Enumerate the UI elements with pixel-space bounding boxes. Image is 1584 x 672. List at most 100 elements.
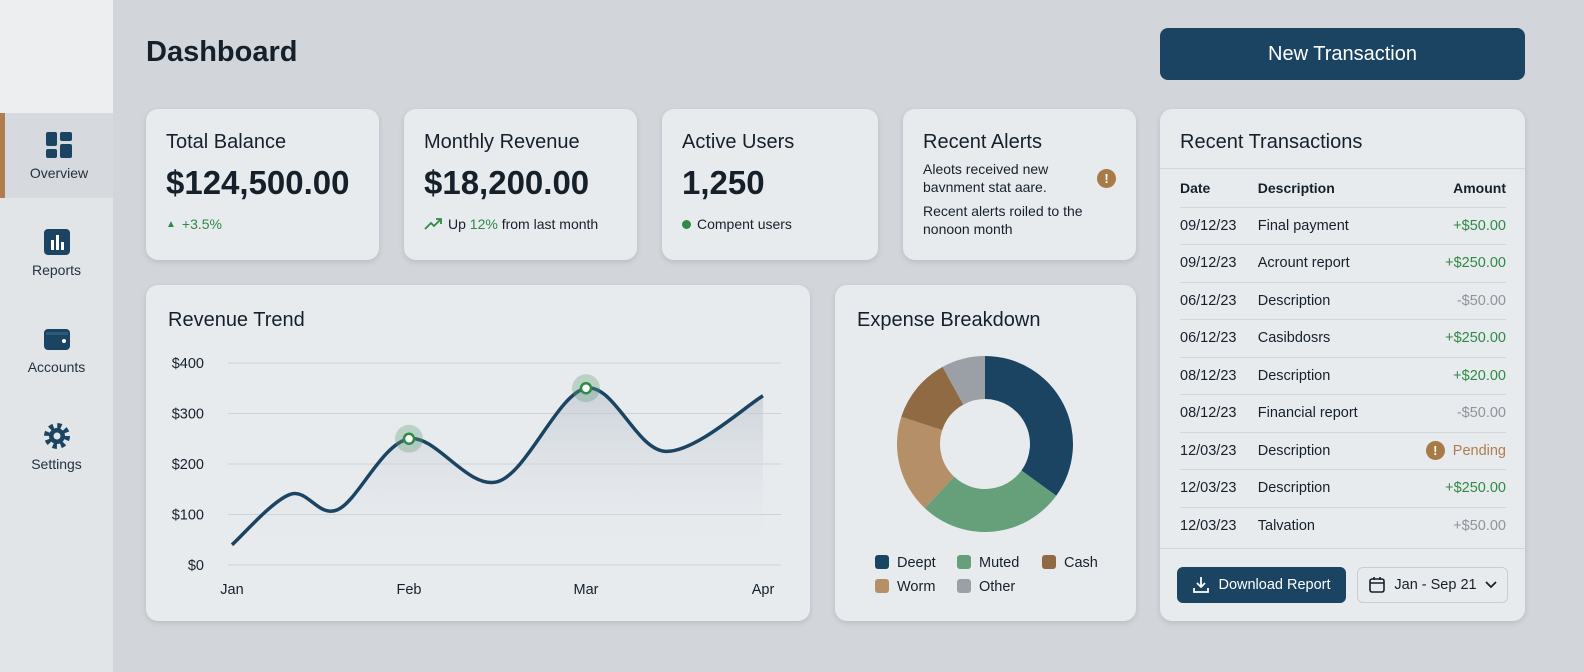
donut-slice-worm	[897, 416, 955, 509]
amount-cell: +$250.00	[1395, 319, 1506, 357]
status-dot-icon	[682, 219, 691, 229]
table-row[interactable]: 09/12/23 Final payment +$50.00	[1180, 206, 1506, 245]
card-title: Monthly Revenue	[424, 131, 580, 153]
sidebar-item-label: Reports	[31, 261, 82, 278]
revenue-value: $18,200.00	[424, 164, 590, 201]
table-row[interactable]: 12/03/23 Description +$250.00	[1180, 469, 1506, 507]
revenue-trend-card: Revenue Trend $0 $100 $200 $300 $400 Jan Feb Ma…	[146, 285, 810, 621]
amount-cell: ! Pending	[1395, 431, 1506, 470]
card-title: Total Balance	[166, 131, 287, 153]
amount: Pending	[1452, 443, 1506, 460]
alert-icon: !	[1097, 168, 1116, 188]
amount-cell: +$250.00	[1395, 469, 1506, 507]
bar-chart-icon	[43, 228, 70, 255]
y-tick-label: $200	[172, 457, 204, 473]
revenue-sub-post: from last month	[497, 216, 599, 232]
x-tick-label: Jan	[220, 582, 243, 598]
sidebar-item-label: Settings	[31, 455, 82, 472]
balance-value: $124,500.00	[166, 164, 350, 201]
legend-swatch	[1042, 555, 1056, 569]
description-cell: Final payment	[1257, 206, 1396, 245]
amount: -$50.00	[1456, 292, 1506, 309]
chart-title: Expense Breakdown	[857, 309, 1041, 331]
alert-line-2: Recent alerts roiled to the nonoon month	[923, 203, 1083, 237]
description-cell: Casibdosrs	[1257, 319, 1396, 357]
expense-donut-chart	[897, 356, 1073, 532]
sidebar-item-overview[interactable]: Overview	[0, 113, 113, 198]
transactions-table: Date Description Amount 09/12/23 Final paym…	[1180, 169, 1506, 545]
download-label: Download Report	[1218, 577, 1331, 593]
donut-slice-deept	[985, 356, 1073, 496]
date-cell: 12/03/23	[1180, 431, 1258, 470]
sidebar-item-label: Overview	[29, 164, 89, 181]
legend-item: Other	[957, 579, 1042, 595]
x-tick-label: Feb	[397, 582, 422, 598]
date-cell: 12/03/23	[1180, 506, 1258, 545]
sidebar-item-settings[interactable]: Settings	[0, 404, 113, 489]
date-range-select[interactable]: Jan - Sep 21	[1357, 567, 1508, 603]
amount: +$250.00	[1445, 480, 1506, 497]
amount-cell: -$50.00	[1395, 281, 1506, 320]
download-report-button[interactable]: Download Report	[1177, 567, 1346, 603]
table-row[interactable]: 12/03/23 Description! Pending	[1180, 431, 1506, 470]
legend-item: Deept	[875, 555, 957, 571]
table-row[interactable]: 06/12/23 Casibdosrs +$250.00	[1180, 319, 1506, 357]
revenue-line	[230, 386, 764, 547]
data-point	[402, 432, 416, 445]
table-row[interactable]: 08/12/23 Financial report -$50.00	[1180, 394, 1506, 432]
legend-swatch	[875, 579, 889, 593]
amount: -$50.00	[1456, 405, 1506, 422]
table-row[interactable]: 08/12/23 Description +$20.00	[1180, 356, 1506, 395]
donut-slice-muted	[924, 470, 1057, 532]
amount: +$250.00	[1445, 255, 1506, 272]
revenue-sub-pct: 12%	[469, 216, 498, 232]
legend-swatch	[957, 579, 971, 593]
up-triangle-icon: ▲	[166, 218, 176, 230]
description-cell: Description	[1257, 431, 1396, 470]
recent-alerts-card[interactable]: Recent Alerts Aleots received new bavnme…	[903, 109, 1136, 260]
table-row[interactable]: 12/03/23 Talvation +$50.00	[1180, 506, 1506, 545]
data-point	[579, 382, 593, 395]
column-header: Date	[1180, 179, 1211, 196]
new-transaction-button[interactable]: New Transaction	[1160, 28, 1525, 80]
revenue-trend-chart: $0 $100 $200 $300 $400 Jan Feb Mar Apr	[172, 356, 781, 598]
date-cell: 08/12/23	[1180, 394, 1258, 432]
amount: +$250.00	[1445, 330, 1506, 347]
dashboard-icon	[46, 131, 72, 158]
wallet-icon	[43, 328, 70, 350]
alert-line-1: Aleots received new bavnment stat aare.	[923, 161, 1049, 195]
legend-swatch	[875, 555, 889, 569]
x-tick-label: Apr	[752, 582, 775, 598]
date-cell: 09/12/23	[1180, 244, 1258, 282]
sidebar: Overview Reports Accounts Settings	[0, 0, 113, 672]
gear-icon	[43, 422, 70, 449]
monthly-revenue-card: Monthly Revenue $18,200.00 Up 12% from l…	[404, 109, 637, 260]
date-cell: 08/12/23	[1180, 356, 1258, 395]
amount-cell: +$50.00	[1395, 206, 1506, 245]
amount-cell: +$20.00	[1395, 356, 1506, 395]
legend-swatch	[957, 555, 971, 569]
y-tick-label: $0	[188, 558, 204, 574]
sidebar-item-reports[interactable]: Reports	[0, 210, 113, 295]
legend-item: Worm	[875, 579, 957, 595]
sidebar-item-accounts[interactable]: Accounts	[0, 307, 113, 392]
table-row[interactable]: 09/12/23 Acrount report +$250.00	[1180, 244, 1506, 282]
description-cell: Description	[1257, 469, 1396, 507]
card-title: Recent Alerts	[923, 131, 1042, 153]
card-title: Active Users	[682, 131, 795, 153]
page-title: Dashboard	[146, 36, 298, 68]
sidebar-item-label: Accounts	[27, 358, 86, 375]
table-row[interactable]: 06/12/23 Description -$50.00	[1180, 281, 1506, 320]
chevron-down-icon	[1484, 581, 1497, 589]
amount-cell: -$50.00	[1395, 394, 1506, 432]
amount: +$20.00	[1453, 367, 1506, 384]
donut-slice-other	[942, 356, 985, 405]
amount-cell: +$50.00	[1395, 506, 1506, 545]
sidebar-header	[0, 0, 113, 113]
amount: +$50.00	[1453, 518, 1506, 534]
description-cell: Acrount report	[1257, 244, 1396, 282]
users-value: 1,250	[682, 164, 765, 201]
column-header: Description	[1257, 179, 1335, 196]
recent-transactions-card: Recent Transactions Date Description Amoun…	[1160, 109, 1525, 621]
pending-icon: !	[1425, 441, 1445, 461]
